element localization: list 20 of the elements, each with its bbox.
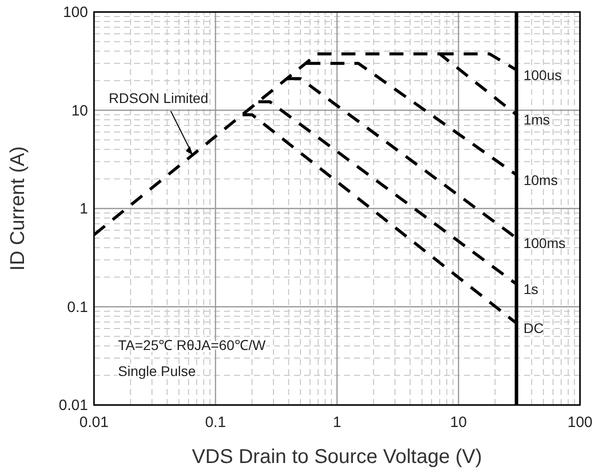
annotation: TA=25℃ RθJA=60℃/W <box>118 337 266 353</box>
series-label: 10ms <box>523 172 558 188</box>
y-tick-label: 0.1 <box>67 298 88 316</box>
x-tick-label: 100 <box>567 414 593 431</box>
x-axis-title: VDS Drain to Source Voltage (V) <box>192 446 482 468</box>
annotation: RDSON Limited <box>108 90 208 106</box>
series-label: DC <box>523 320 544 336</box>
y-tick-label: 0.01 <box>58 397 88 414</box>
x-tick-label: 0.1 <box>205 414 226 431</box>
x-tick-label: 1 <box>332 414 342 431</box>
y-tick-label: 1 <box>80 200 88 218</box>
series-label: 1s <box>523 281 538 298</box>
x-tick-label: 10 <box>450 414 467 431</box>
series-label: 100ms <box>523 235 566 252</box>
y-tick-label: 10 <box>71 102 88 120</box>
y-tick-label: 100 <box>62 4 88 21</box>
series-label: 1ms <box>523 112 550 128</box>
series-label: 100us <box>523 66 562 83</box>
annotation: Single Pulse <box>118 363 196 379</box>
y-axis-title: ID Current (A) <box>7 146 29 271</box>
